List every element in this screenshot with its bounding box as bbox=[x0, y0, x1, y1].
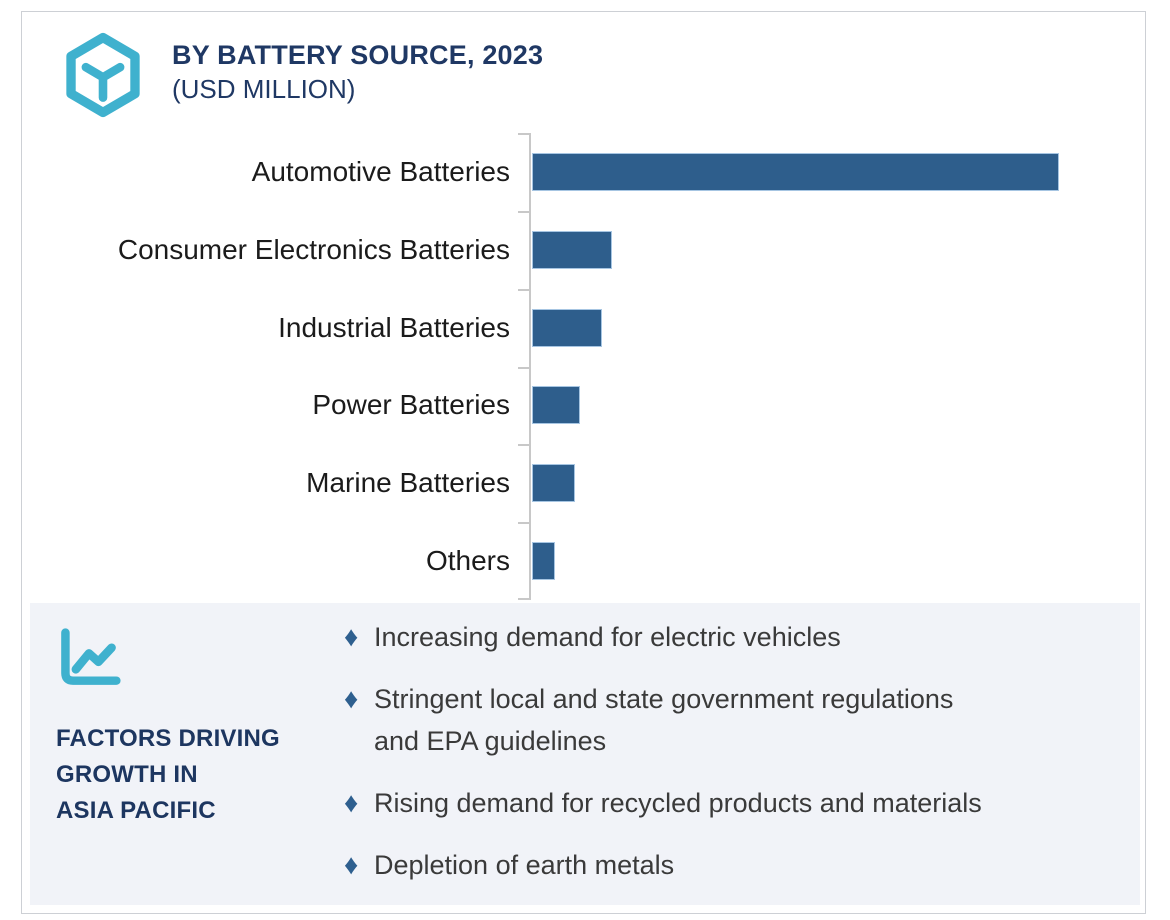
diamond-bullet-icon: ♦ bbox=[344, 621, 359, 652]
axis-tick bbox=[518, 598, 530, 600]
factor-bullet: ♦ Rising demand for recycled products and… bbox=[344, 782, 1154, 824]
factor-bullet: ♦ Increasing demand for electric vehicles bbox=[344, 616, 1154, 658]
factors-heading-line: GROWTH IN bbox=[56, 761, 198, 788]
factor-bullet-text: Depletion of earth metals bbox=[374, 850, 675, 880]
axis-tick bbox=[518, 367, 530, 369]
factors-heading-line: FACTORS DRIVING bbox=[56, 725, 280, 752]
bar-industrial-batteries bbox=[532, 308, 602, 347]
axis-tick bbox=[518, 289, 530, 291]
hex-cube-icon bbox=[66, 32, 140, 118]
diamond-bullet-icon: ♦ bbox=[344, 849, 359, 880]
axis-tick bbox=[518, 522, 530, 524]
category-label: Industrial Batteries bbox=[278, 311, 510, 343]
axis-tick bbox=[518, 444, 530, 446]
category-axis-line bbox=[529, 133, 531, 600]
chart-title-block: BY BATTERY SOURCE, 2023 (USD MILLION) bbox=[172, 38, 543, 106]
factor-bullet-text: Stringent local and state government reg… bbox=[374, 684, 954, 756]
bar-power-batteries bbox=[532, 386, 580, 425]
category-label: Consumer Electronics Batteries bbox=[117, 233, 510, 265]
diamond-bullet-icon: ♦ bbox=[344, 683, 359, 714]
factor-bullet-text: Increasing demand for electric vehicles bbox=[374, 622, 841, 652]
factor-bullet: ♦ Depletion of earth metals bbox=[344, 844, 1154, 886]
bar-chart: Automotive Batteries Consumer Electronics… bbox=[0, 133, 1170, 600]
category-label: Others bbox=[425, 545, 510, 577]
category-label: Marine Batteries bbox=[306, 467, 510, 499]
category-label: Power Batteries bbox=[312, 389, 510, 421]
diamond-bullet-icon: ♦ bbox=[344, 787, 359, 818]
category-label: Automotive Batteries bbox=[251, 155, 510, 187]
axis-tick bbox=[518, 133, 530, 135]
bar-others bbox=[532, 542, 555, 581]
factor-bullet-text: Rising demand for recycled products and … bbox=[374, 788, 982, 818]
bar-consumer-electronics-batteries bbox=[532, 230, 612, 269]
bar-marine-batteries bbox=[532, 464, 575, 503]
axis-tick bbox=[518, 211, 530, 213]
bar-automotive-batteries bbox=[532, 152, 1059, 191]
chart-title: BY BATTERY SOURCE, 2023 bbox=[172, 40, 544, 70]
factors-panel: FACTORS DRIVING GROWTH IN ASIA PACIFIC ♦… bbox=[30, 603, 1140, 905]
factors-heading: FACTORS DRIVING GROWTH IN ASIA PACIFIC bbox=[56, 721, 280, 829]
factors-heading-line: ASIA PACIFIC bbox=[56, 797, 216, 824]
factor-bullet: ♦ Stringent local and state government re… bbox=[344, 678, 1154, 762]
chart-subtitle: (USD MILLION) bbox=[172, 74, 356, 104]
trend-line-icon bbox=[61, 628, 121, 685]
factors-bullet-list: ♦ Increasing demand for electric vehicles… bbox=[344, 616, 1154, 886]
